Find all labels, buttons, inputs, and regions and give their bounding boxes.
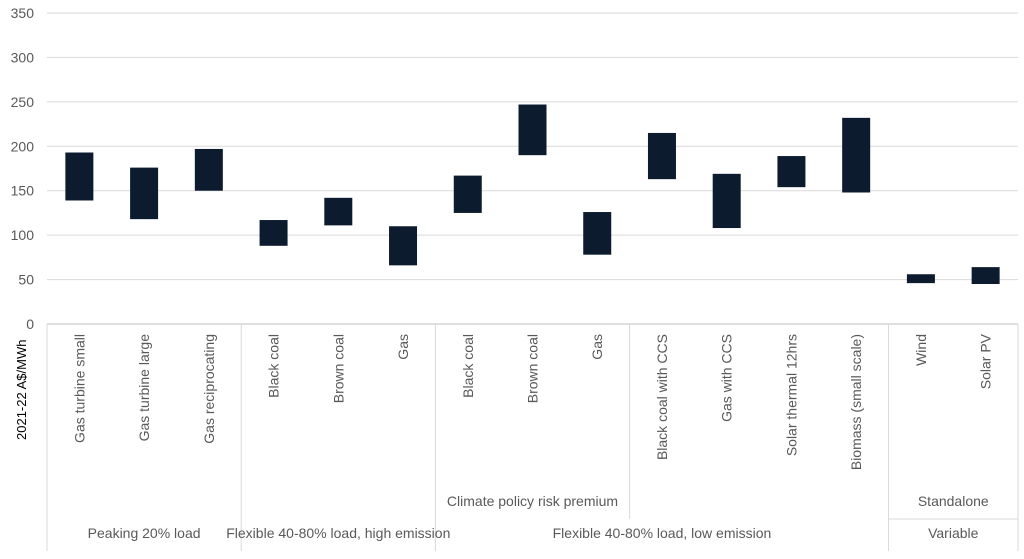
category-separators xyxy=(46,324,1019,551)
range-bar xyxy=(777,156,806,188)
x-category-label: Black coal with CCS xyxy=(654,334,670,460)
x-axis-category-labels: Gas turbine small Gas turbine large Gas re… xyxy=(71,333,993,470)
group-label: Flexible 40-80% load, low emission xyxy=(553,525,772,541)
gridlines xyxy=(47,12,1018,325)
y-tick-label: 250 xyxy=(11,94,35,110)
x-category-label: Gas reciprocating xyxy=(201,334,217,444)
x-category-label: Gas turbine small xyxy=(71,334,87,443)
range-bar xyxy=(65,152,94,201)
range-bar xyxy=(906,274,935,284)
y-tick-label: 350 xyxy=(11,5,35,21)
x-category-label: Gas with CCS xyxy=(719,334,735,422)
range-bar xyxy=(712,173,741,229)
group-sublabel: Climate policy risk premium xyxy=(447,493,618,509)
range-bar xyxy=(324,197,353,226)
range-bar xyxy=(842,117,871,193)
range-bar xyxy=(130,167,159,220)
x-category-label: Wind xyxy=(913,334,929,366)
range-bars xyxy=(65,104,1000,285)
group-sublabel: Standalone xyxy=(918,493,989,509)
x-category-label: Biomass (small scale) xyxy=(848,334,864,470)
group-label: Variable xyxy=(928,525,979,541)
y-tick-label: 200 xyxy=(11,138,35,154)
y-axis-tick-labels: 0 50 100 150 200 250 300 350 xyxy=(11,5,35,332)
x-category-label: Gas xyxy=(589,334,605,360)
group-label: Peaking 20% load xyxy=(88,525,201,541)
range-bar xyxy=(389,226,418,266)
y-tick-label: 0 xyxy=(26,316,34,332)
x-category-label: Solar thermal 12hrs xyxy=(783,334,799,456)
group-label: Flexible 40-80% load, high emission xyxy=(226,525,450,541)
y-tick-label: 50 xyxy=(18,272,34,288)
y-tick-label: 300 xyxy=(11,49,35,65)
group-labels: Peaking 20% load Flexible 40-80% load, hi… xyxy=(88,493,989,541)
x-category-label: Black coal xyxy=(266,334,282,398)
y-axis-label: 2021-22 A$/MWh xyxy=(14,340,29,440)
range-bar xyxy=(259,220,288,246)
y-tick-label: 150 xyxy=(11,183,35,199)
range-bar xyxy=(194,148,223,191)
range-bar xyxy=(647,132,676,180)
x-category-label: Black coal xyxy=(460,334,476,398)
x-category-label: Brown coal xyxy=(525,334,541,403)
x-category-label: Brown coal xyxy=(330,334,346,403)
range-bar xyxy=(583,212,612,255)
x-category-label: Gas xyxy=(395,334,411,360)
range-bar xyxy=(971,267,1000,285)
range-bar xyxy=(453,175,482,213)
x-category-label: Solar PV xyxy=(978,333,994,389)
x-category-label: Gas turbine large xyxy=(136,334,152,442)
range-bar xyxy=(518,104,547,156)
y-tick-label: 100 xyxy=(11,227,35,243)
